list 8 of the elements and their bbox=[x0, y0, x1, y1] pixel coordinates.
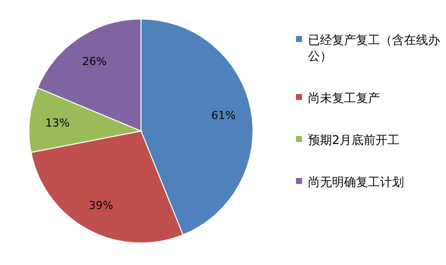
data-label: 26% bbox=[82, 55, 107, 68]
legend-label: 预期2月底前开工 bbox=[308, 133, 400, 147]
data-label: 13% bbox=[45, 116, 70, 130]
data-label: 61% bbox=[211, 108, 236, 122]
legend-label: 尚无明确复工计划 bbox=[308, 175, 404, 189]
legend-label: 尚未复工复产 bbox=[308, 91, 380, 105]
data-label: 39% bbox=[88, 198, 114, 212]
legend-label: 已经复产复工（含在线办公） bbox=[308, 33, 440, 63]
